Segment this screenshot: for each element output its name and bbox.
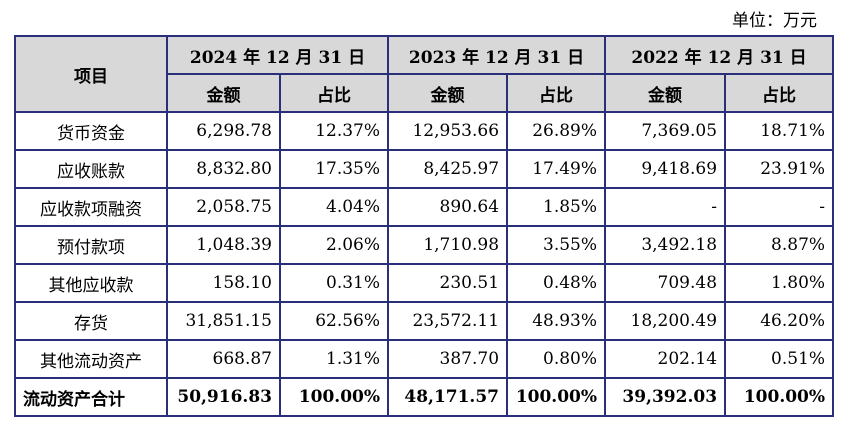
cell-ratio-2024: 62.56%	[278, 301, 390, 341]
cell-amount-2023: 387.70	[387, 339, 509, 379]
cell-ratio-2024: 1.31%	[278, 339, 390, 379]
cell-ratio-2023: 26.89%	[506, 111, 607, 151]
row-label: 其他流动资产	[14, 339, 168, 379]
cell-amount-2024: 31,851.15	[166, 301, 281, 341]
cell-amount-2024: 668.87	[166, 339, 281, 379]
cell-amount-2022: -	[604, 187, 727, 227]
row-label: 存货	[14, 301, 168, 341]
cell-ratio-2024: 17.35%	[278, 149, 390, 189]
cell-ratio-2023: 0.48%	[506, 263, 607, 303]
header-row-periods: 项目 2024 年 12 月 31 日 2023 年 12 月 31 日 202…	[14, 35, 835, 113]
table-row: 应收账款 8,832.80 17.35% 8,425.97 17.49% 9,418.69…	[14, 149, 835, 189]
cell-amount-2023: 12,953.66	[387, 111, 509, 151]
cell-ratio-2022: 8.87%	[724, 225, 835, 265]
row-label: 应收账款	[14, 149, 168, 189]
cell-amount-2022: 3,492.18	[604, 225, 727, 265]
cell-amount-2023: 230.51	[387, 263, 509, 303]
cell-amount-2022: 9,418.69	[604, 149, 727, 189]
cell-amount-2024: 50,916.83	[166, 377, 281, 417]
item-column-header: 项目	[14, 35, 168, 113]
row-label: 预付款项	[14, 225, 168, 265]
cell-ratio-2022: 0.51%	[724, 339, 835, 379]
cell-ratio-2023: 1.85%	[506, 187, 607, 227]
table-row: 应收款项融资 2,058.75 4.04% 890.64 1.85% - -	[14, 187, 835, 227]
amount-header-2023: 金额	[387, 73, 509, 113]
cell-amount-2022: 202.14	[604, 339, 727, 379]
cell-ratio-2023: 3.55%	[506, 225, 607, 265]
cell-ratio-2024: 12.37%	[278, 111, 390, 151]
cell-amount-2023: 8,425.97	[387, 149, 509, 189]
table-row: 存货 31,851.15 62.56% 23,572.11 48.93% 18,200.4…	[14, 301, 835, 341]
cell-ratio-2022: 100.00%	[724, 377, 835, 417]
cell-amount-2023: 48,171.57	[387, 377, 509, 417]
cell-ratio-2024: 4.04%	[278, 187, 390, 227]
cell-amount-2022: 39,392.03	[604, 377, 727, 417]
row-label: 其他应收款	[14, 263, 168, 303]
amount-header-2022: 金额	[604, 73, 727, 113]
cell-ratio-2023: 48.93%	[506, 301, 607, 341]
table-row: 预付款项 1,048.39 2.06% 1,710.98 3.55% 3,492.18 8.…	[14, 225, 835, 265]
table-row: 其他应收款 158.10 0.31% 230.51 0.48% 709.48 1.80%	[14, 263, 835, 303]
cell-amount-2022: 18,200.49	[604, 301, 727, 341]
cell-ratio-2024: 2.06%	[278, 225, 390, 265]
period-header-2022: 2022 年 12 月 31 日	[604, 35, 835, 75]
row-label: 应收款项融资	[14, 187, 168, 227]
cell-amount-2023: 1,710.98	[387, 225, 509, 265]
cell-amount-2023: 23,572.11	[387, 301, 509, 341]
cell-ratio-2022: 1.80%	[724, 263, 835, 303]
cell-ratio-2022: 46.20%	[724, 301, 835, 341]
cell-amount-2023: 890.64	[387, 187, 509, 227]
ratio-header-2023: 占比	[506, 73, 607, 113]
cell-ratio-2022: 18.71%	[724, 111, 835, 151]
cell-ratio-2023: 0.80%	[506, 339, 607, 379]
cell-ratio-2024: 100.00%	[278, 377, 390, 417]
row-label: 货币资金	[14, 111, 168, 151]
cell-ratio-2023: 100.00%	[506, 377, 607, 417]
ratio-header-2022: 占比	[724, 73, 835, 113]
cell-ratio-2024: 0.31%	[278, 263, 390, 303]
period-header-2024: 2024 年 12 月 31 日	[165, 35, 390, 75]
unit-label: 单位：万元	[732, 11, 817, 31]
cell-amount-2024: 8,832.80	[166, 149, 281, 189]
cell-amount-2024: 1,048.39	[166, 225, 281, 265]
cell-amount-2024: 158.10	[166, 263, 281, 303]
cell-ratio-2023: 17.49%	[506, 149, 607, 189]
total-row: 流动资产合计 50,916.83 100.00% 48,171.57 100.00% 39…	[14, 377, 835, 417]
current-assets-table: 项目 2024 年 12 月 31 日 2023 年 12 月 31 日 202…	[14, 35, 835, 417]
cell-amount-2024: 6,298.78	[166, 111, 281, 151]
period-header-2023: 2023 年 12 月 31 日	[387, 35, 607, 75]
amount-header-2024: 金额	[166, 73, 281, 113]
cell-amount-2022: 709.48	[604, 263, 727, 303]
row-label: 流动资产合计	[14, 377, 168, 417]
ratio-header-2024: 占比	[278, 73, 390, 113]
cell-amount-2024: 2,058.75	[166, 187, 281, 227]
cell-amount-2022: 7,369.05	[604, 111, 727, 151]
header-row-metrics: 金额 占比 金额 占比 金额 占比	[15, 73, 835, 113]
cell-ratio-2022: -	[724, 187, 835, 227]
table-row: 货币资金 6,298.78 12.37% 12,953.66 26.89% 7,369.0…	[14, 111, 835, 151]
cell-ratio-2022: 23.91%	[724, 149, 835, 189]
table-body: 货币资金 6,298.78 12.37% 12,953.66 26.89% 7,369.0…	[14, 111, 835, 417]
table-row: 其他流动资产 668.87 1.31% 387.70 0.80% 202.14 0.51%	[14, 339, 835, 379]
